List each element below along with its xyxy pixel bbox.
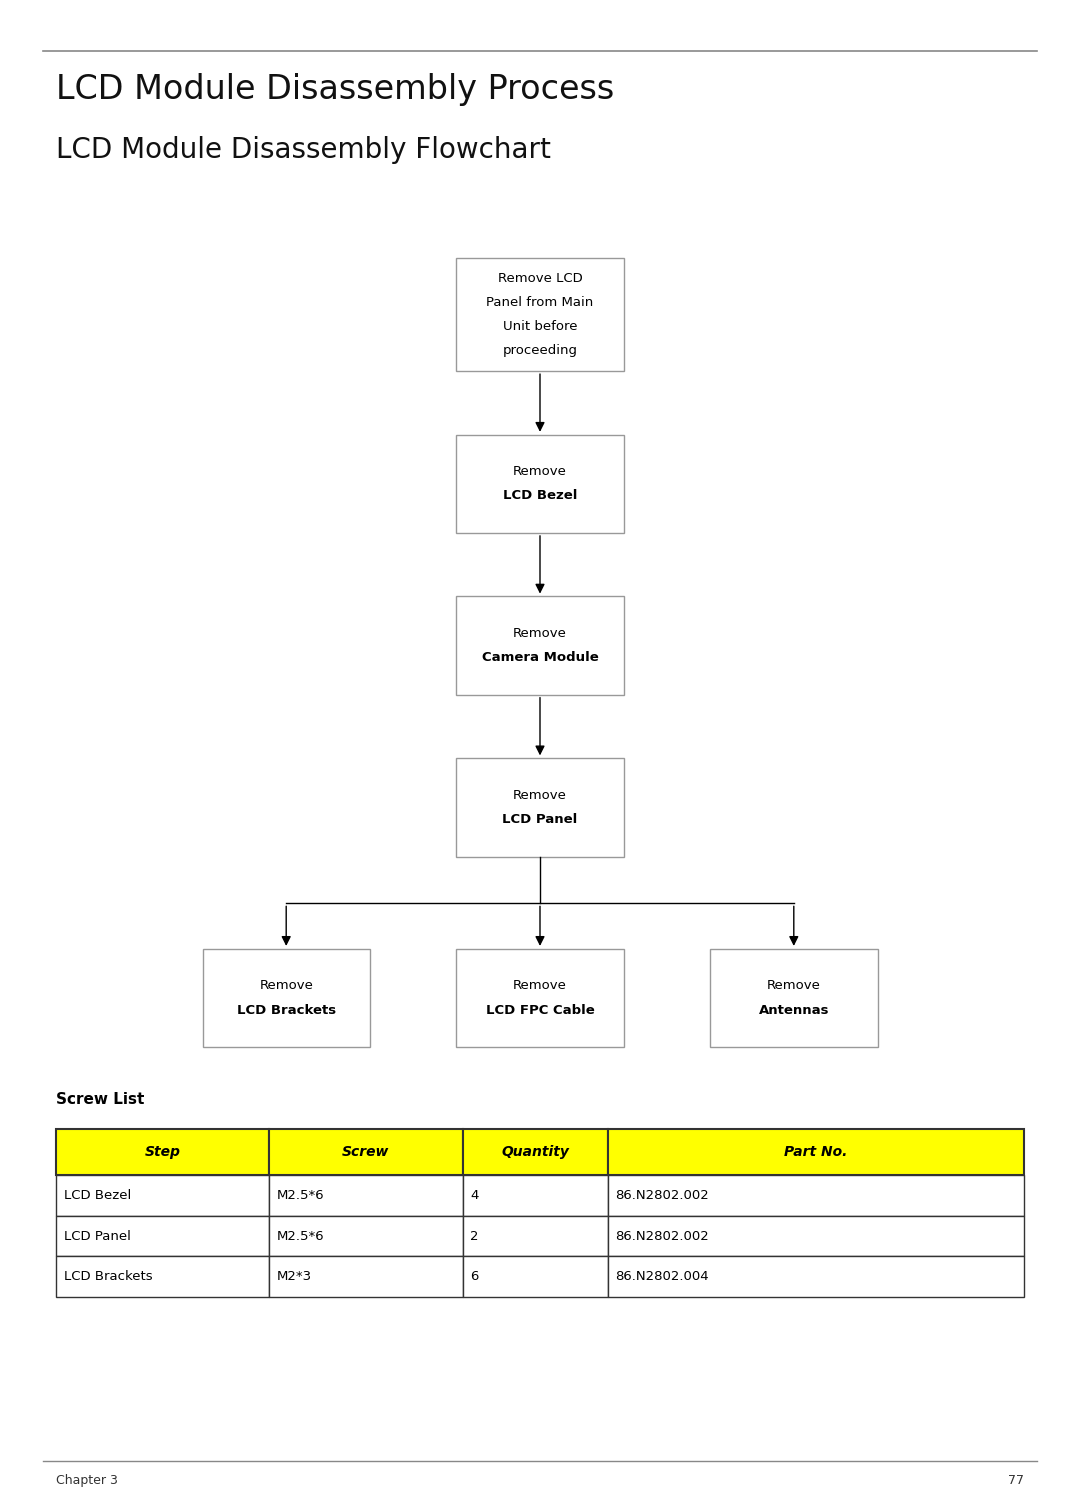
Bar	[608, 1216, 1024, 1256]
Text: Remove LCD: Remove LCD	[498, 272, 582, 284]
Bar	[56, 1175, 269, 1216]
Bar	[56, 1256, 269, 1297]
Text: LCD Brackets: LCD Brackets	[237, 1004, 336, 1016]
Bar	[269, 1175, 462, 1216]
Bar	[462, 1216, 608, 1256]
Text: 4: 4	[470, 1188, 478, 1202]
Text: Remove: Remove	[513, 789, 567, 801]
Bar	[457, 259, 624, 370]
Bar	[608, 1129, 1024, 1175]
Text: Remove: Remove	[513, 466, 567, 478]
Text: Part No.: Part No.	[784, 1145, 848, 1160]
Text: Remove: Remove	[513, 980, 567, 992]
Text: M2.5*6: M2.5*6	[276, 1229, 324, 1243]
Bar	[269, 1256, 462, 1297]
Bar	[457, 597, 624, 696]
Text: 86.N2802.002: 86.N2802.002	[616, 1188, 710, 1202]
Text: proceeding: proceeding	[502, 345, 578, 357]
Text: LCD Bezel: LCD Bezel	[503, 490, 577, 502]
Text: LCD FPC Cable: LCD FPC Cable	[486, 1004, 594, 1016]
Text: 77: 77	[1008, 1474, 1024, 1488]
Bar	[711, 950, 877, 1046]
Bar	[457, 434, 624, 532]
Text: 6: 6	[470, 1270, 478, 1284]
Text: Remove: Remove	[767, 980, 821, 992]
Text: Remove: Remove	[259, 980, 313, 992]
Text: LCD Panel: LCD Panel	[64, 1229, 131, 1243]
Text: Unit before: Unit before	[503, 321, 577, 333]
Text: Remove: Remove	[513, 627, 567, 640]
Text: Chapter 3: Chapter 3	[56, 1474, 118, 1488]
Text: LCD Brackets: LCD Brackets	[64, 1270, 152, 1284]
Text: M2*3: M2*3	[276, 1270, 312, 1284]
Bar	[269, 1216, 462, 1256]
Bar	[462, 1129, 608, 1175]
Bar	[608, 1256, 1024, 1297]
Text: Camera Module: Camera Module	[482, 652, 598, 664]
Text: LCD Module Disassembly Flowchart: LCD Module Disassembly Flowchart	[56, 136, 551, 165]
Text: 86.N2802.004: 86.N2802.004	[616, 1270, 710, 1284]
Text: LCD Module Disassembly Process: LCD Module Disassembly Process	[56, 73, 615, 106]
Text: Panel from Main: Panel from Main	[486, 296, 594, 308]
Text: Quantity: Quantity	[501, 1145, 569, 1160]
Bar	[457, 759, 624, 856]
Text: Screw: Screw	[342, 1145, 390, 1160]
Bar	[269, 1129, 462, 1175]
Bar	[56, 1216, 269, 1256]
Bar	[608, 1175, 1024, 1216]
Text: M2.5*6: M2.5*6	[276, 1188, 324, 1202]
Text: 2: 2	[470, 1229, 478, 1243]
Bar	[457, 950, 624, 1046]
Text: Step: Step	[145, 1145, 180, 1160]
Bar	[462, 1175, 608, 1216]
Text: Antennas: Antennas	[758, 1004, 829, 1016]
Text: LCD Panel: LCD Panel	[502, 813, 578, 826]
Text: 86.N2802.002: 86.N2802.002	[616, 1229, 710, 1243]
Text: LCD Bezel: LCD Bezel	[64, 1188, 131, 1202]
Bar	[56, 1129, 269, 1175]
Text: Screw List: Screw List	[56, 1092, 145, 1107]
Bar	[203, 950, 369, 1046]
Bar	[462, 1256, 608, 1297]
